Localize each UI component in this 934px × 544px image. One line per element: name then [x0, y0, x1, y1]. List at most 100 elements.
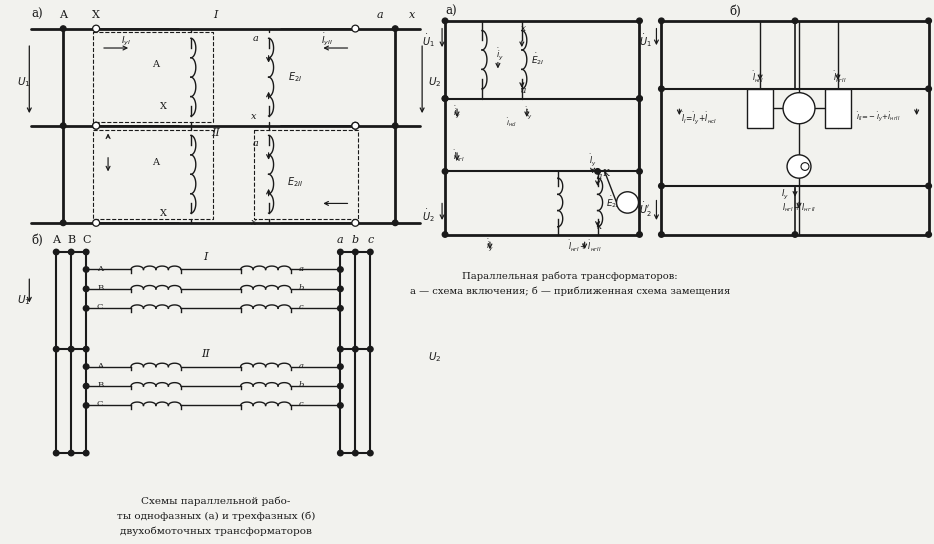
Text: $\dot{I}_{нгI}$: $\dot{I}_{нгI}$: [453, 149, 465, 164]
Text: $U_2$: $U_2$: [428, 75, 442, 89]
Text: A: A: [59, 10, 67, 20]
Circle shape: [367, 249, 373, 255]
Text: Параллельная работа трансформаторов:
а — схема включения; б — приближенная схема: Параллельная работа трансформаторов: а —…: [410, 271, 729, 296]
Circle shape: [352, 249, 358, 255]
Circle shape: [926, 183, 931, 189]
Circle shape: [367, 347, 373, 352]
Text: A: A: [52, 236, 60, 245]
Circle shape: [367, 450, 373, 456]
Text: c: c: [299, 400, 304, 409]
Text: A: A: [152, 60, 160, 69]
Text: a: a: [337, 236, 344, 245]
Circle shape: [83, 347, 89, 352]
Circle shape: [68, 249, 74, 255]
Text: x: x: [521, 24, 527, 33]
Circle shape: [83, 286, 89, 292]
Text: $\dot{I}_y$: $\dot{I}_y$: [588, 152, 597, 168]
Circle shape: [83, 249, 89, 255]
Circle shape: [637, 96, 643, 101]
Circle shape: [337, 286, 343, 292]
Text: а): а): [32, 8, 43, 21]
Circle shape: [83, 364, 89, 369]
Circle shape: [83, 306, 89, 311]
Text: a: a: [521, 86, 527, 95]
Text: A: A: [152, 158, 160, 167]
Circle shape: [352, 219, 359, 226]
Circle shape: [83, 384, 89, 389]
Circle shape: [352, 347, 358, 352]
Text: X: X: [161, 102, 167, 111]
Text: X: X: [161, 209, 167, 218]
Circle shape: [392, 26, 398, 32]
Text: б): б): [32, 234, 43, 247]
Circle shape: [637, 18, 643, 23]
Circle shape: [658, 18, 664, 23]
Text: $\dot{I}_{II}\!=\!-\dot{I}_y\!+\!\dot{I}_{нгII}$: $\dot{I}_{II}\!=\!-\dot{I}_y\!+\!\dot{I}…: [856, 111, 900, 125]
Circle shape: [352, 25, 359, 32]
Circle shape: [68, 347, 74, 352]
Circle shape: [637, 96, 643, 101]
Text: C: C: [97, 400, 104, 409]
Text: B: B: [67, 236, 76, 245]
Circle shape: [801, 163, 809, 170]
Text: x: x: [251, 218, 257, 227]
Circle shape: [443, 232, 448, 237]
Text: c: c: [367, 236, 374, 245]
Circle shape: [352, 450, 358, 456]
Text: K: K: [602, 169, 609, 178]
Circle shape: [352, 122, 359, 129]
Circle shape: [792, 18, 798, 23]
Text: $U_2$: $U_2$: [428, 350, 442, 364]
Circle shape: [443, 169, 448, 174]
Text: $\dot{I}_{I}\!=\!\dot{I}_y\!+\!\dot{I}_{нсI}$: $\dot{I}_{I}\!=\!\dot{I}_y\!+\!\dot{I}_{…: [682, 110, 717, 126]
Text: C: C: [97, 304, 104, 311]
Circle shape: [83, 403, 89, 408]
Text: A: A: [97, 362, 103, 369]
Circle shape: [926, 86, 931, 91]
Circle shape: [392, 220, 398, 226]
Text: a: a: [597, 172, 602, 181]
Circle shape: [443, 96, 448, 101]
Text: $Z_{кII}$: $Z_{кII}$: [830, 102, 845, 114]
Text: $\dot{I}_{уI}$: $\dot{I}_{уI}$: [120, 32, 131, 48]
Text: $\dot{I}_{нгII}$: $\dot{I}_{нгII}$: [833, 70, 847, 85]
Circle shape: [337, 249, 343, 255]
Text: $\dot{I}_{нгI}$: $\dot{I}_{нгI}$: [752, 70, 764, 85]
Text: $\dot{I}_{уII}$: $\dot{I}_{уII}$: [321, 32, 333, 48]
Circle shape: [616, 192, 639, 213]
Circle shape: [337, 364, 343, 369]
Bar: [825, 89, 851, 128]
Text: $\dot{i}_y$: $\dot{i}_y$: [496, 47, 503, 63]
Circle shape: [658, 183, 664, 189]
Circle shape: [92, 25, 100, 32]
Circle shape: [337, 450, 343, 456]
Circle shape: [658, 86, 664, 91]
Circle shape: [61, 220, 66, 226]
Text: $\dot{E}_{2I}$: $\dot{E}_{2I}$: [531, 52, 545, 67]
Text: $E_{2I}$: $E_{2I}$: [289, 70, 303, 84]
Circle shape: [352, 122, 359, 129]
Text: II: II: [211, 128, 220, 139]
Circle shape: [337, 267, 343, 272]
Circle shape: [53, 347, 59, 352]
Text: x: x: [597, 222, 602, 231]
Text: $\dot{I}_y$: $\dot{I}_y$: [795, 158, 803, 175]
Circle shape: [926, 232, 931, 237]
Text: $I_{нгI}+I_{нг\,II}$: $I_{нгI}+I_{нг\,II}$: [782, 201, 816, 214]
Text: $\dot{i}_{нсI}$: $\dot{i}_{нсI}$: [505, 116, 517, 129]
Circle shape: [337, 347, 343, 352]
Text: I: I: [204, 252, 208, 262]
Text: c: c: [299, 304, 304, 311]
Text: b: b: [352, 236, 359, 245]
Circle shape: [595, 169, 601, 174]
Text: $\dot{I}_y$: $\dot{I}_y$: [781, 186, 789, 202]
Text: $Z_{кI}$: $Z_{кI}$: [754, 102, 767, 114]
Circle shape: [392, 123, 398, 128]
Circle shape: [637, 232, 643, 237]
Circle shape: [92, 219, 100, 226]
Text: $I_y$: $I_y$: [795, 102, 803, 115]
Text: $\dot{i}_y$: $\dot{i}_y$: [525, 105, 532, 121]
Text: а): а): [446, 4, 457, 17]
Text: $\dot{i}_y$: $\dot{i}_y$: [453, 105, 461, 121]
Circle shape: [658, 232, 664, 237]
